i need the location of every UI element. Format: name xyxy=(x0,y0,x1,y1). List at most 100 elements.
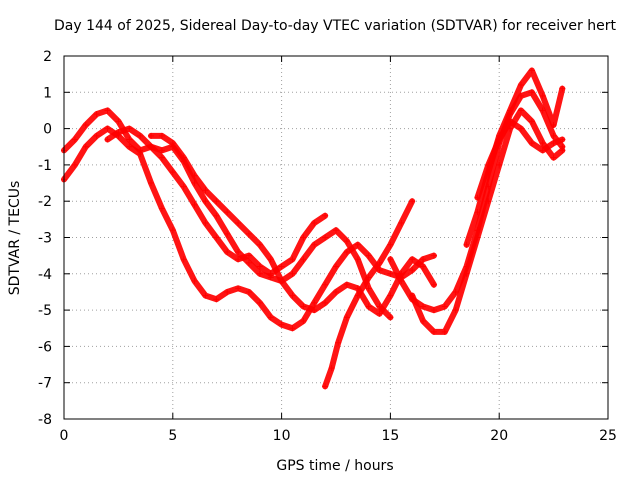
series-line xyxy=(409,107,566,335)
data-point xyxy=(278,278,285,285)
data-point xyxy=(256,263,263,270)
data-point xyxy=(387,256,394,263)
data-point xyxy=(289,270,296,277)
data-point xyxy=(559,147,566,154)
data-point xyxy=(169,140,176,147)
data-point xyxy=(224,209,231,216)
data-point xyxy=(343,249,350,256)
data-point xyxy=(398,219,405,226)
data-point xyxy=(191,201,198,208)
data-point xyxy=(354,292,361,299)
series-track-6 xyxy=(409,107,566,335)
data-point xyxy=(409,256,416,263)
data-point xyxy=(126,143,133,150)
data-point xyxy=(115,129,122,136)
data-point xyxy=(289,256,296,263)
y-tick-label: -8 xyxy=(38,412,52,428)
data-point xyxy=(474,194,481,201)
y-tick-label: -3 xyxy=(38,231,52,247)
data-point xyxy=(559,85,566,92)
series-track-2 xyxy=(61,125,437,332)
y-tick-label: 0 xyxy=(43,122,52,138)
data-point xyxy=(496,136,503,143)
x-tick-label: 10 xyxy=(273,428,291,444)
data-point xyxy=(517,107,524,114)
data-point xyxy=(528,67,535,74)
data-point xyxy=(235,219,242,226)
data-point xyxy=(115,118,122,125)
data-point xyxy=(82,143,89,150)
data-point xyxy=(333,288,339,295)
x-tick-label: 25 xyxy=(599,428,617,444)
y-tick-label: 1 xyxy=(43,85,52,101)
grid xyxy=(64,56,608,419)
data-point xyxy=(191,172,198,179)
data-point xyxy=(343,314,350,321)
data-point xyxy=(420,317,427,324)
data-point xyxy=(430,252,437,259)
data-point xyxy=(158,147,165,154)
data-point xyxy=(365,303,372,310)
data-point xyxy=(311,299,318,306)
data-point xyxy=(104,107,111,114)
series-line xyxy=(148,132,437,317)
data-point xyxy=(267,274,274,281)
data-point xyxy=(376,259,383,266)
data-point xyxy=(463,241,470,248)
data-point xyxy=(550,154,557,161)
data-point xyxy=(311,241,318,248)
data-point xyxy=(158,205,165,212)
data-point xyxy=(148,132,155,139)
data-point xyxy=(224,288,231,295)
data-point xyxy=(430,307,437,314)
data-point xyxy=(550,121,557,128)
data-point xyxy=(485,198,492,205)
axes: 0 5 10 15 20 25 -8 -7 -6 -5 -4 -3 -2 -1 0 1 2 xyxy=(38,49,617,444)
data-point xyxy=(333,227,339,234)
data-point xyxy=(224,230,231,237)
data-point xyxy=(213,198,220,205)
data-point xyxy=(463,270,470,277)
data-point xyxy=(430,328,437,335)
data-point xyxy=(202,198,209,205)
data-point xyxy=(300,303,307,310)
data-point xyxy=(278,263,285,270)
data-point xyxy=(420,263,427,270)
data-point xyxy=(148,180,155,187)
data-point xyxy=(539,147,546,154)
y-tick-label: -7 xyxy=(38,376,52,392)
data-point xyxy=(441,303,448,310)
data-point xyxy=(235,285,242,292)
data-point xyxy=(420,256,427,263)
data-point xyxy=(322,281,329,288)
plot-area xyxy=(61,67,566,390)
data-point xyxy=(278,321,285,328)
data-point xyxy=(322,383,329,390)
data-point xyxy=(539,92,546,99)
data-point xyxy=(452,307,459,314)
x-tick-label: 0 xyxy=(60,428,69,444)
data-point xyxy=(213,234,220,241)
data-point xyxy=(559,136,566,143)
data-point xyxy=(387,292,394,299)
data-point xyxy=(507,107,514,114)
data-point xyxy=(289,325,296,332)
y-tick-label: -2 xyxy=(38,194,52,210)
data-point xyxy=(387,270,394,277)
data-point xyxy=(224,249,231,256)
data-point xyxy=(398,278,405,285)
data-point xyxy=(311,307,318,314)
data-point xyxy=(93,132,100,139)
data-point xyxy=(256,270,263,277)
y-axis-label: SDTVAR / TECUs xyxy=(7,181,23,296)
data-point xyxy=(300,256,307,263)
data-point xyxy=(148,143,155,150)
data-point xyxy=(409,292,416,299)
data-point xyxy=(365,274,372,281)
data-point xyxy=(474,234,481,241)
data-point xyxy=(202,292,209,299)
data-point xyxy=(550,132,557,139)
data-point xyxy=(539,107,546,114)
x-axis-label: GPS time / hours xyxy=(276,458,393,474)
data-point xyxy=(137,151,144,158)
